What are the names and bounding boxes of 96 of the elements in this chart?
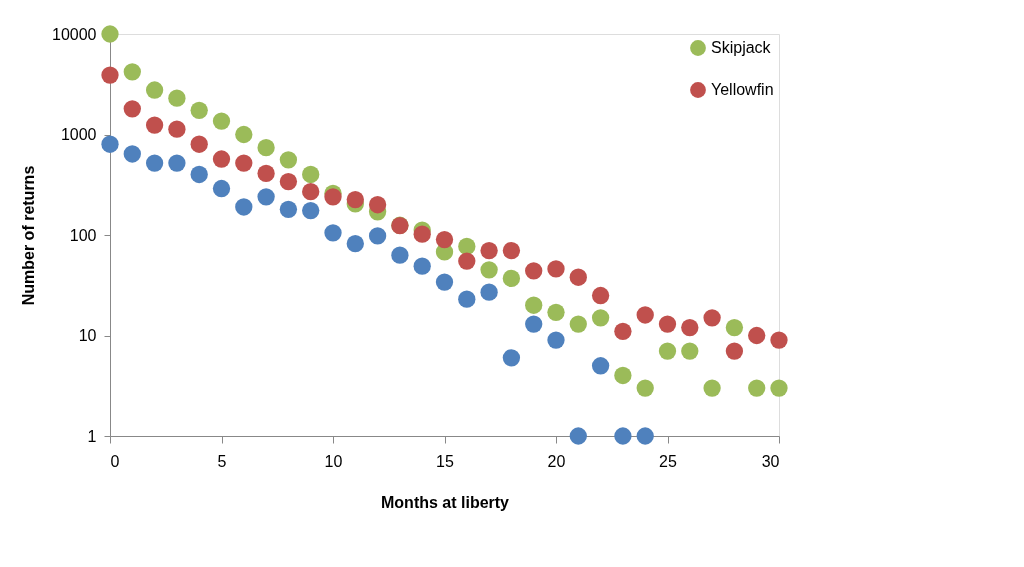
point bbox=[703, 379, 721, 397]
x-tick-label: 15 bbox=[436, 452, 454, 470]
point bbox=[368, 227, 387, 245]
y-tick-label: 1000 bbox=[60, 126, 97, 143]
point bbox=[725, 342, 744, 360]
point bbox=[324, 224, 342, 242]
point bbox=[480, 283, 498, 301]
point bbox=[235, 198, 253, 216]
point bbox=[302, 183, 320, 201]
point bbox=[591, 357, 610, 375]
point bbox=[681, 342, 699, 360]
x-tick-label: 0 bbox=[110, 452, 120, 470]
point bbox=[235, 125, 253, 144]
point bbox=[190, 101, 208, 119]
point bbox=[145, 81, 164, 99]
point bbox=[324, 188, 342, 206]
point bbox=[636, 306, 654, 324]
point bbox=[145, 116, 164, 134]
point bbox=[569, 315, 587, 333]
point bbox=[212, 179, 231, 198]
point bbox=[547, 303, 565, 321]
point bbox=[279, 151, 298, 169]
point bbox=[748, 326, 766, 345]
point bbox=[502, 241, 521, 260]
y-axis-title: Number of returns bbox=[20, 165, 38, 306]
point bbox=[636, 379, 654, 397]
point bbox=[101, 25, 119, 43]
point bbox=[435, 273, 454, 291]
point bbox=[502, 269, 521, 288]
point bbox=[525, 262, 543, 280]
point bbox=[614, 322, 632, 340]
point bbox=[279, 172, 298, 191]
point bbox=[145, 154, 164, 172]
legend-label: Skipjack bbox=[711, 39, 772, 56]
point bbox=[636, 427, 654, 445]
point bbox=[346, 190, 364, 209]
point bbox=[770, 331, 788, 349]
x-tick-label: 20 bbox=[547, 452, 566, 470]
point bbox=[569, 427, 587, 445]
point bbox=[302, 201, 320, 220]
point bbox=[168, 154, 186, 172]
point bbox=[770, 379, 788, 397]
point bbox=[547, 260, 565, 278]
point bbox=[591, 309, 610, 327]
point bbox=[569, 268, 587, 286]
point bbox=[525, 315, 543, 333]
point bbox=[458, 290, 476, 308]
point bbox=[591, 286, 610, 305]
point bbox=[681, 318, 699, 337]
point bbox=[413, 257, 431, 275]
legend-label: Yellowfin bbox=[711, 81, 774, 98]
point bbox=[480, 241, 498, 260]
point bbox=[279, 200, 298, 218]
point bbox=[257, 188, 275, 206]
point bbox=[413, 225, 431, 243]
point bbox=[391, 246, 409, 264]
point bbox=[257, 139, 275, 157]
point bbox=[346, 235, 364, 253]
y-tick-label: 100 bbox=[69, 226, 97, 244]
point bbox=[725, 318, 744, 337]
point bbox=[547, 331, 565, 349]
point bbox=[502, 349, 521, 367]
point bbox=[101, 135, 119, 153]
point bbox=[190, 165, 208, 184]
point bbox=[525, 296, 543, 314]
point bbox=[458, 237, 476, 256]
point bbox=[614, 427, 632, 445]
point bbox=[212, 112, 231, 130]
point bbox=[123, 63, 141, 81]
point bbox=[658, 342, 677, 360]
point bbox=[235, 154, 253, 172]
point bbox=[212, 150, 231, 168]
point bbox=[123, 145, 141, 163]
x-tick-label: 30 bbox=[761, 452, 780, 470]
y-tick-label: 1 bbox=[87, 427, 97, 445]
point bbox=[703, 309, 721, 327]
point bbox=[435, 230, 454, 249]
point bbox=[302, 165, 320, 184]
point bbox=[658, 315, 677, 333]
x-tick-label: 5 bbox=[217, 452, 227, 470]
point bbox=[368, 196, 387, 214]
point bbox=[257, 164, 275, 183]
x-axis-title: Months at liberty bbox=[380, 493, 510, 511]
point bbox=[168, 89, 186, 107]
point bbox=[190, 135, 208, 153]
point bbox=[101, 66, 119, 84]
y-tick-label: 10 bbox=[78, 327, 97, 344]
point bbox=[480, 261, 498, 279]
point bbox=[748, 379, 766, 397]
point bbox=[123, 100, 141, 118]
point bbox=[614, 366, 632, 385]
x-tick-label: 10 bbox=[324, 452, 343, 470]
point bbox=[168, 120, 186, 138]
y-tick-label: 10000 bbox=[52, 25, 97, 43]
x-tick-label: 25 bbox=[659, 452, 677, 470]
point bbox=[458, 252, 476, 270]
